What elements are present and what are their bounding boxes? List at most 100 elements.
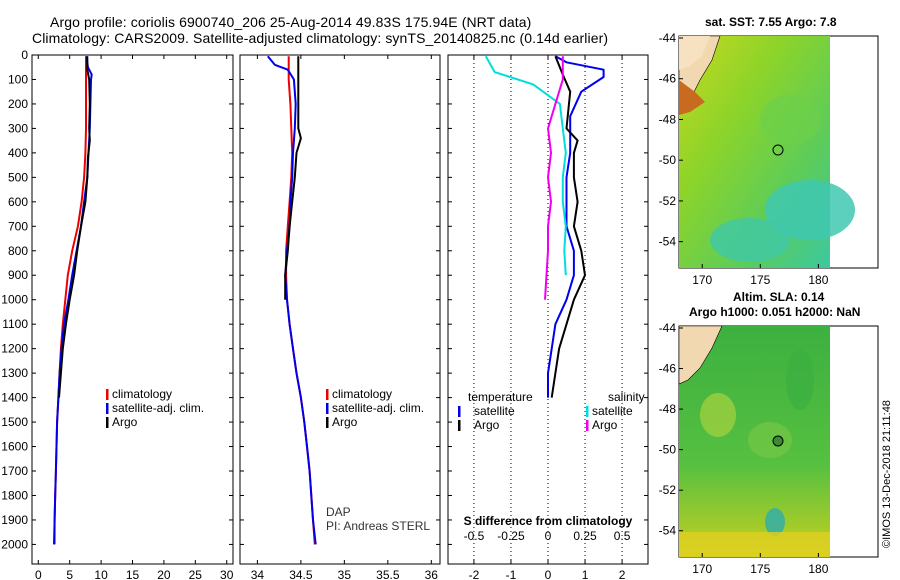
legend-entry: climatology [112,387,172,401]
x-tick-label: 15 [126,568,140,580]
y-tick-label: 1300 [1,366,28,380]
y-tick-label: 1800 [1,488,28,502]
salinity-plot-area [239,54,441,565]
x2-tick-label: 0.5 [614,529,631,543]
series-line-t-argo [550,55,586,398]
y-tick-label: 1500 [1,415,28,429]
y-tick-label: 1000 [1,293,28,307]
legend-entry: climatology [332,387,392,401]
legend-entry: Argo [592,418,618,432]
x2-tick-label: 0.25 [573,529,597,543]
x2-axis-label: S difference from climatology [464,514,633,528]
legend-title-salinity: salinity [608,390,645,404]
legend-entry: satellite [474,404,515,418]
y-tick-label: 1700 [1,464,28,478]
series-line-s-argo [544,56,564,300]
x-tick-label: 34.5 [289,568,313,580]
temperature-plot-area [31,54,234,565]
title-line-1: Argo profile: coriolis 6900740_206 25-Au… [50,14,532,30]
map-bottom-title-1: Altim. SLA: 0.14 [733,290,825,304]
y-tick-label: 0 [21,48,28,62]
legend-swatch [458,420,461,431]
legend-entry: Argo [112,415,138,429]
y-tick-label: 400 [8,146,28,160]
x-tick-label: 2 [619,568,626,580]
map-top-y-tick-label: -54 [659,235,677,249]
annotation-dap: DAP [326,505,351,519]
series-line-s-satellite [484,55,567,276]
map-top-y-tick-label: -46 [659,72,677,86]
x-tick-label: 25 [189,568,203,580]
x2-tick-label: -0.25 [497,529,525,543]
y-tick-label: 800 [8,244,28,258]
map-bottom-y-tick-label: -50 [659,443,677,457]
x-tick-label: 35 [338,568,352,580]
x2-tick-label: 0 [545,529,552,543]
x-tick-label: -1 [506,568,517,580]
legend-swatch [106,389,109,400]
x-tick-label: 34 [251,568,265,580]
x2-tick-label: -0.5 [464,529,485,543]
sla-map [678,325,879,558]
series-line-argo [284,56,302,300]
legend-entry: satellite [592,404,633,418]
map-top-y-tick-label: -52 [659,194,677,208]
x-tick-label: 1 [582,568,589,580]
legend-swatch [326,417,329,428]
legend-swatch [586,406,589,417]
map-top-title: sat. SST: 7.55 Argo: 7.8 [705,15,837,29]
legend-swatch [586,420,589,431]
x-tick-label: 20 [157,568,171,580]
legend-swatch [326,403,329,414]
map-top-y-tick-label: -50 [659,153,677,167]
legend-swatch [326,389,329,400]
series-line-argo [58,56,91,398]
x-tick-label: -2 [469,568,480,580]
legend-entry: satellite-adj. clim. [112,401,204,415]
x-tick-label: 36 [425,568,439,580]
annotation-pi: PI: Andreas STERL [326,519,430,533]
map-top-x-tick-label: 180 [808,273,828,287]
legend-entry: Argo [474,418,500,432]
y-tick-label: 600 [8,195,28,209]
y-tick-label: 1900 [1,513,28,527]
y-tick-label: 500 [8,170,28,184]
y-tick-label: 1600 [1,440,28,454]
map-bottom-x-tick-label: 175 [750,562,770,576]
legend-title-temperature: temperature [468,390,533,404]
title-line-2: Climatology: CARS2009. Satellite-adjuste… [32,30,609,46]
x-tick-label: 0 [35,568,42,580]
map-bottom-x-tick-label: 180 [808,562,828,576]
legend-swatch [106,403,109,414]
y-tick-label: 1100 [2,317,28,331]
map-top-x-tick-label: 170 [692,273,712,287]
legend-swatch [458,406,461,417]
legend-swatch [106,417,109,428]
map-bottom-y-tick-label: -48 [659,402,677,416]
y-tick-label: 200 [8,97,28,111]
map-bottom-x-tick-label: 170 [692,562,712,576]
legend-entry: satellite-adj. clim. [332,401,424,415]
map-top-y-tick-label: -48 [659,112,677,126]
map-bottom-y-tick-label: -54 [659,524,677,538]
x-tick-label: 30 [220,568,234,580]
sst-map [678,35,879,269]
x-tick-label: 5 [66,568,73,580]
map-bottom-y-tick-label: -44 [659,321,677,335]
x-tick-label: 0 [545,568,552,580]
x-tick-label: 10 [94,568,108,580]
map-bottom-y-tick-label: -46 [659,362,677,376]
y-tick-label: 2000 [1,537,28,551]
series-line-t-satellite [547,55,605,398]
y-tick-label: 300 [8,121,28,135]
y-tick-label: 900 [8,268,28,282]
x-tick-label: 35.5 [376,568,400,580]
y-tick-label: 1200 [1,342,28,356]
map-bottom-title-2: Argo h1000: 0.051 h2000: NaN [689,305,861,319]
legend-entry: Argo [332,415,358,429]
y-tick-label: 1400 [1,391,28,405]
map-bottom-y-tick-label: -52 [659,483,677,497]
map-top-x-tick-label: 175 [750,273,770,287]
map-top-y-tick-label: -44 [659,31,677,45]
